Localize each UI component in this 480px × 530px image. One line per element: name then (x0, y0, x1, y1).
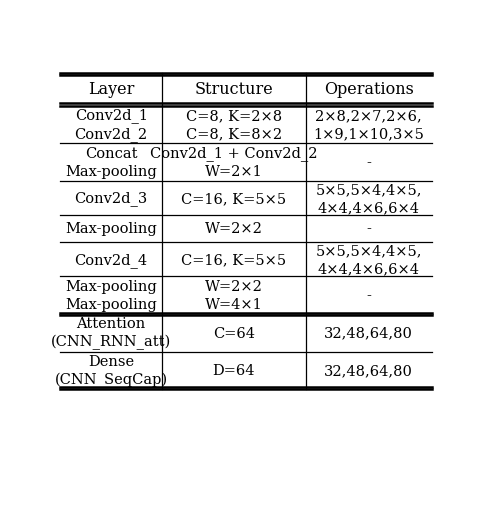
Text: 32,48,64,80: 32,48,64,80 (324, 327, 413, 341)
Text: Operations: Operations (324, 81, 414, 98)
Text: Conv2d_4: Conv2d_4 (74, 253, 148, 268)
Text: Max-pooling: Max-pooling (65, 223, 157, 236)
Text: Dense
(CNN_SeqCap): Dense (CNN_SeqCap) (55, 355, 168, 388)
Text: W=2×2
W=4×1: W=2×2 W=4×1 (205, 280, 263, 312)
Text: Structure: Structure (194, 81, 273, 98)
Text: W=2×2: W=2×2 (205, 223, 263, 236)
Text: -: - (366, 223, 371, 236)
Text: Conv2d_1
Conv2d_2: Conv2d_1 Conv2d_2 (74, 109, 148, 142)
Text: Conv2d_1 + Conv2d_2
W=2×1: Conv2d_1 + Conv2d_2 W=2×1 (150, 146, 318, 179)
Text: C=16, K=5×5: C=16, K=5×5 (181, 192, 287, 206)
Text: Max-pooling
Max-pooling: Max-pooling Max-pooling (65, 280, 157, 312)
Text: C=8, K=2×8
C=8, K=8×2: C=8, K=2×8 C=8, K=8×2 (186, 109, 282, 141)
Text: Conv2d_3: Conv2d_3 (74, 191, 148, 206)
Text: -: - (366, 156, 371, 170)
Text: 2×8,2×7,2×6,
1×9,1×10,3×5: 2×8,2×7,2×6, 1×9,1×10,3×5 (313, 109, 424, 141)
Text: C=64: C=64 (213, 327, 255, 341)
Text: 5×5,5×4,4×5,
4×4,4×6,6×4: 5×5,5×4,4×5, 4×4,4×6,6×4 (315, 244, 422, 276)
Text: 5×5,5×4,4×5,
4×4,4×6,6×4: 5×5,5×4,4×5, 4×4,4×6,6×4 (315, 183, 422, 215)
Text: C=16, K=5×5: C=16, K=5×5 (181, 253, 287, 267)
Text: Layer: Layer (88, 81, 134, 98)
Text: Attention
(CNN_RNN_att): Attention (CNN_RNN_att) (51, 317, 171, 350)
Text: 32,48,64,80: 32,48,64,80 (324, 364, 413, 378)
Text: Concat
Max-pooling: Concat Max-pooling (65, 147, 157, 179)
Text: -: - (366, 289, 371, 303)
Text: D=64: D=64 (213, 364, 255, 378)
